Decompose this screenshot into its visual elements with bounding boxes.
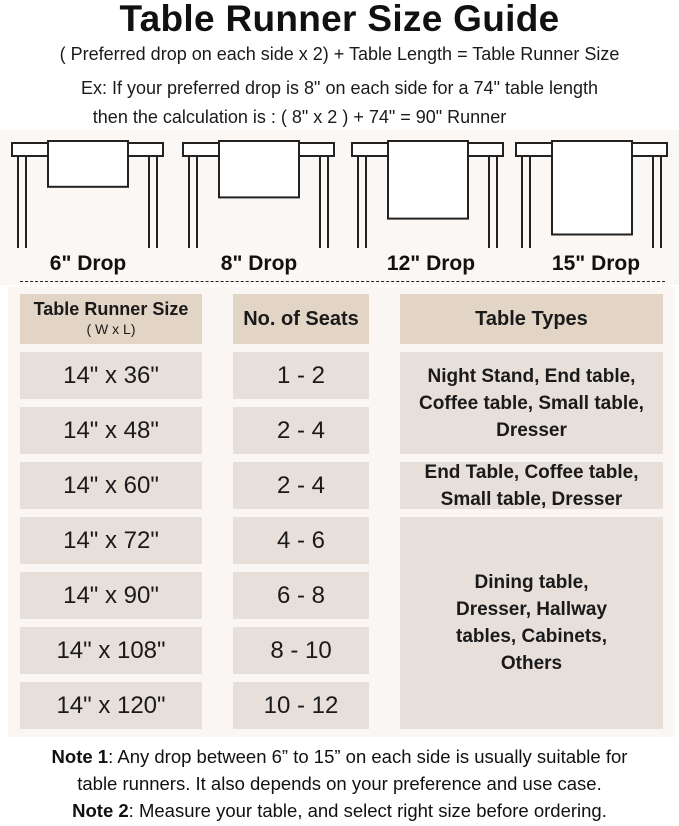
formula-text: ( Preferred drop on each side x 2) + Tab… bbox=[59, 44, 620, 64]
note-label: Note 2 bbox=[72, 800, 129, 821]
note-1-cont: table runners. It also depends on your p… bbox=[77, 773, 602, 794]
header-seats: No. of Seats bbox=[233, 294, 369, 344]
seats-cell: 4 - 6 bbox=[233, 517, 369, 564]
drop-label: 6" Drop bbox=[49, 252, 127, 275]
drop-label: 12" Drop bbox=[386, 252, 476, 275]
seats-cell: 2 - 4 bbox=[233, 407, 369, 454]
table-runner bbox=[387, 140, 469, 220]
size-cell: 14" x 90" bbox=[20, 572, 202, 619]
note-1: Note 1: Any drop between 6” to 15” on ea… bbox=[0, 746, 679, 768]
size-cell: 14" x 48" bbox=[20, 407, 202, 454]
drop-label: 15" Drop bbox=[551, 252, 641, 275]
header-size: Table Runner Size ( W x L) bbox=[20, 294, 202, 344]
note-label: Note 1 bbox=[51, 746, 109, 767]
note-text: : Any drop between 6” to 15” on each sid… bbox=[108, 746, 628, 767]
size-cell: 14" x 36" bbox=[20, 352, 202, 399]
header-types: Table Types bbox=[400, 294, 663, 344]
seats-cell: 1 - 2 bbox=[233, 352, 369, 399]
table-drawings bbox=[11, 140, 668, 248]
table-types-cell: Dining table, Dresser, Hallway tables, C… bbox=[400, 517, 663, 729]
size-cell: 14" x 108" bbox=[20, 627, 202, 674]
drop-illustrations bbox=[0, 130, 679, 285]
header-size-sub: ( W x L) bbox=[86, 321, 136, 337]
page-title: Table Runner Size Guide bbox=[119, 0, 560, 39]
note-text: : Measure your table, and select right s… bbox=[128, 800, 607, 821]
seats-cell: 6 - 8 bbox=[233, 572, 369, 619]
seats-cell: 2 - 4 bbox=[233, 462, 369, 509]
table-runner bbox=[47, 140, 129, 188]
size-cell: 14" x 60" bbox=[20, 462, 202, 509]
size-cell: 14" x 120" bbox=[20, 682, 202, 729]
seats-cell: 10 - 12 bbox=[233, 682, 369, 729]
example-line-2: then the calculation is : ( 8" x 2 ) + 7… bbox=[92, 107, 507, 127]
table-runner bbox=[551, 140, 633, 236]
divider bbox=[20, 281, 665, 282]
seats-cell: 8 - 10 bbox=[233, 627, 369, 674]
size-cell: 14" x 72" bbox=[20, 517, 202, 564]
drop-label: 8" Drop bbox=[220, 252, 298, 275]
table-types-cell: End Table, Coffee table, Small table, Dr… bbox=[400, 462, 663, 510]
example-line-1: Ex: If your preferred drop is 8" on each… bbox=[80, 78, 599, 98]
table-types-cell: Night Stand, End table, Coffee table, Sm… bbox=[400, 352, 663, 454]
note-2: Note 2: Measure your table, and select r… bbox=[0, 800, 679, 822]
table-runner bbox=[218, 140, 300, 199]
header-size-label: Table Runner Size bbox=[33, 299, 189, 319]
